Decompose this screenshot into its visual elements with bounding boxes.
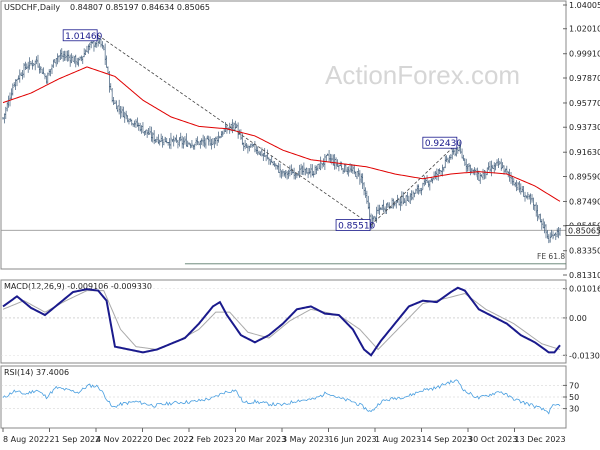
macd-y-tick-label: 0.00 xyxy=(569,314,587,323)
price-y-tick-label: 0.89590 xyxy=(569,172,600,181)
rsi-line xyxy=(2,379,561,415)
x-tick-label: 8 Aug 2022 xyxy=(3,435,49,444)
price-y-tick-label: 0.95770 xyxy=(569,99,600,108)
x-tick-label: 1 Aug 2023 xyxy=(375,435,421,444)
price-y-tick-label: 0.81310 xyxy=(569,271,600,280)
watermark: ActionForex.com xyxy=(325,60,520,90)
moving-average-line xyxy=(2,66,561,202)
price-y-tick-label: 0.91630 xyxy=(569,148,600,157)
annotation-box xyxy=(335,219,371,231)
macd-y-tick-label: -0.013006 xyxy=(569,351,600,360)
rsi-y-tick-label: 30 xyxy=(569,405,579,414)
x-tick-label: 2 Feb 2023 xyxy=(189,435,234,444)
rsi-y-tick-label: 70 xyxy=(569,381,579,390)
x-tick-label: 3 May 2023 xyxy=(282,435,329,444)
annotation-box xyxy=(62,29,98,42)
x-tick-label: 20 Dec 2022 xyxy=(143,435,194,444)
annotation-label: 1.01460 xyxy=(65,32,102,42)
x-tick-label: 13 Dec 2023 xyxy=(515,435,566,444)
current-price-box xyxy=(565,225,600,236)
annotation-box xyxy=(422,136,458,149)
trendline xyxy=(97,34,372,226)
annotation-label: 0.85510 xyxy=(338,222,375,232)
price-y-tick-label: 0.97870 xyxy=(569,74,600,83)
price-panel: ActionForex.com USDCHF,Daily 0.84807 0.8… xyxy=(0,0,600,280)
macd-panel-frame xyxy=(0,279,567,364)
price-y-tick-label: 0.83350 xyxy=(569,247,600,256)
price-y-tick-label: 1.04005 xyxy=(569,1,600,10)
price-y-tick-label: 0.99910 xyxy=(569,50,600,59)
x-tick-label: 30 Oct 2023 xyxy=(468,435,517,444)
price-y-tick-label: 0.87490 xyxy=(569,197,600,206)
price-title: USDCHF,Daily xyxy=(4,3,60,12)
price-panel-frame xyxy=(0,0,567,270)
x-tick-label: 4 Nov 2022 xyxy=(96,435,142,444)
price-y-tick-label: 0.93730 xyxy=(569,123,600,132)
macd-panel: MACD(12,26,9) -0.009106 -0.009330 0.0101… xyxy=(0,279,600,364)
trendline xyxy=(370,142,459,226)
rsi-title: RSI(14) 37.4006 xyxy=(4,368,69,377)
macd-signal-line xyxy=(2,290,561,351)
macd-line xyxy=(2,286,561,357)
fe-label: FE 61.8 xyxy=(537,252,565,261)
rsi-panel: RSI(14) 37.4006 70 50 30 xyxy=(0,365,579,429)
macd-y-tick-label: 0.010166 xyxy=(569,285,600,294)
x-tick-label: 14 Sep 2023 xyxy=(422,435,473,444)
annotation-label: 0.92430 xyxy=(425,139,462,149)
x-tick-label: 20 Mar 2023 xyxy=(236,435,287,444)
x-tick-label: 21 Sep 2022 xyxy=(50,435,101,444)
rsi-y-tick-label: 50 xyxy=(569,393,579,402)
price-y-tick-label: 1.02010 xyxy=(569,25,600,34)
current-price-label: 0.85065 xyxy=(568,226,600,235)
x-tick-label: 16 Jun 2023 xyxy=(329,435,377,444)
ohlc-header: 0.84807 0.85197 0.84634 0.85065 xyxy=(70,3,210,12)
macd-title: MACD(12,26,9) -0.009106 -0.009330 xyxy=(4,282,152,291)
